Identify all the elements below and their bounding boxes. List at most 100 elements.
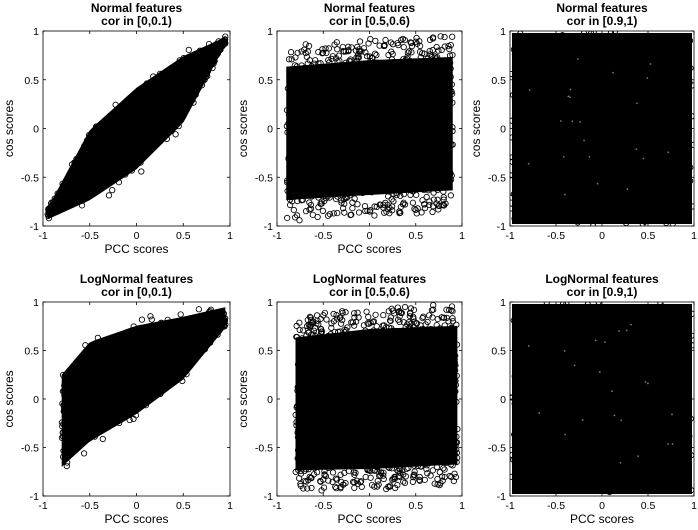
data-point [201, 52, 208, 59]
data-point [118, 147, 125, 154]
data-point [337, 367, 344, 374]
data-point [174, 106, 182, 113]
data-point [432, 333, 439, 340]
data-point [174, 327, 181, 334]
y-tick-label: 1 [267, 297, 273, 309]
data-point [656, 314, 663, 321]
data-point [429, 35, 437, 42]
data-point [332, 475, 340, 482]
data-point [324, 193, 331, 200]
data-point [132, 339, 139, 346]
data-point [180, 55, 187, 62]
data-point [307, 413, 314, 420]
data-point [670, 146, 677, 153]
data-point [93, 180, 100, 187]
data-point [682, 322, 689, 329]
data-point [292, 135, 299, 142]
data-point-gap [667, 151, 670, 154]
data-point [191, 316, 198, 323]
data-point [400, 179, 407, 187]
data-point [67, 415, 74, 422]
data-point [672, 186, 679, 194]
data-point [326, 194, 333, 201]
data-point [403, 346, 410, 354]
data-point [105, 192, 113, 199]
data-point [111, 172, 119, 179]
data-point [661, 461, 668, 468]
data-point [390, 198, 397, 205]
x-tick-label: -1 [272, 500, 281, 512]
data-point [344, 408, 351, 415]
data-point [634, 472, 641, 479]
data-point [345, 129, 352, 136]
data-point [573, 440, 580, 447]
data-point [319, 50, 326, 57]
data-point [315, 335, 322, 343]
data-point [368, 80, 375, 87]
data-point [596, 189, 603, 196]
data-point [547, 485, 554, 492]
data-point [413, 191, 420, 199]
data-point [333, 124, 340, 131]
data-point [182, 341, 190, 349]
data-point [411, 333, 418, 340]
data-point [374, 464, 381, 471]
data-point [453, 449, 461, 456]
data-point [656, 212, 663, 219]
data-point [295, 115, 302, 123]
data-point [389, 441, 396, 448]
y-tick-label: 1 [500, 26, 506, 38]
data-point [299, 160, 307, 167]
data-point [340, 417, 348, 424]
data-point [293, 212, 301, 219]
data-point [299, 371, 306, 379]
data-point [405, 385, 412, 393]
data-point [388, 56, 396, 63]
data-point [387, 106, 394, 113]
data-point [332, 195, 340, 203]
data-point [576, 445, 583, 452]
data-point [445, 417, 452, 424]
data-point [352, 73, 359, 81]
data-point [568, 474, 575, 481]
data-point [433, 124, 440, 131]
data-point [567, 473, 574, 480]
data-point [72, 366, 79, 373]
data-point [82, 370, 89, 378]
data-point [364, 392, 372, 399]
data-point [562, 214, 569, 221]
data-point [597, 51, 604, 58]
data-point [309, 129, 316, 136]
data-point [355, 54, 362, 61]
data-point [45, 215, 53, 222]
data-point [413, 326, 420, 333]
data-point [70, 444, 77, 451]
data-point [351, 372, 358, 379]
data-point [671, 367, 678, 374]
data-point [116, 339, 123, 347]
data-point [150, 73, 157, 80]
data-point [609, 176, 616, 183]
data-point [430, 165, 438, 173]
data-point [510, 456, 517, 463]
x-tick-label: 0 [599, 230, 605, 242]
data-point [370, 330, 377, 338]
data-point [107, 419, 114, 426]
data-point [315, 321, 322, 328]
data-point [657, 306, 664, 313]
data-point [340, 144, 347, 151]
data-point [296, 217, 303, 224]
data-point [679, 346, 686, 353]
data-point [170, 360, 178, 367]
data-point [142, 402, 150, 409]
chart-title: Normal features [556, 1, 648, 15]
data-point [101, 354, 109, 361]
data-point [655, 207, 662, 214]
data-point [354, 85, 361, 92]
data-point [354, 351, 361, 358]
data-point [424, 66, 431, 73]
data-point [611, 31, 618, 35]
data-point [289, 183, 296, 190]
data-point [294, 361, 302, 368]
x-tick-label: -1 [505, 230, 514, 242]
